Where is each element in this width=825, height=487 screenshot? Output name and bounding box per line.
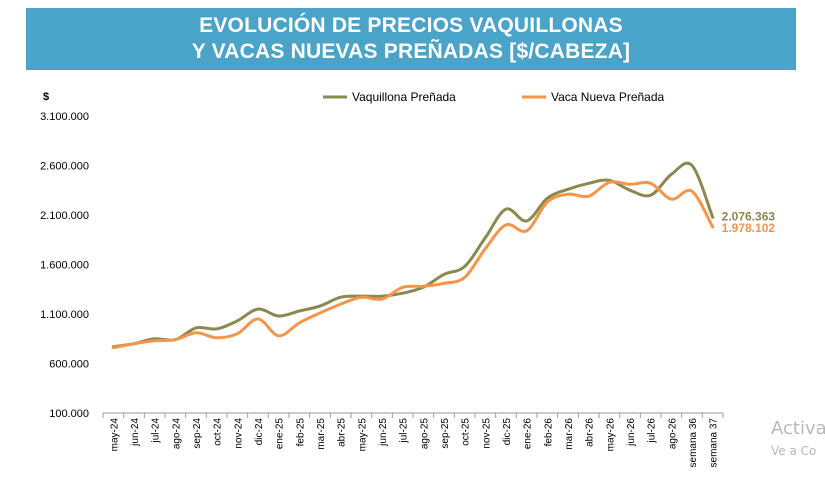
watermark-line-2: Ve a Co	[771, 444, 817, 458]
x-tick-label: oct-24	[213, 418, 224, 446]
y-tick-label: 1.100.000	[40, 309, 89, 321]
y-tick-label: 3.100.000	[40, 111, 89, 123]
x-tick-label: dic-24	[254, 418, 265, 446]
x-tick-label: may-26	[605, 418, 616, 452]
series-line-2	[111, 180, 715, 350]
x-tick-label: jul-26	[647, 418, 658, 444]
y-tick-label: 100.000	[49, 408, 89, 420]
x-tick-label: mar-26	[564, 418, 575, 450]
series-line-1	[111, 161, 715, 349]
x-tick-label: semana 36	[688, 418, 699, 468]
x-tick-label: ene-26	[523, 418, 534, 450]
x-tick-label: ago-24	[171, 418, 182, 450]
x-tick-label: abr-25	[337, 418, 348, 447]
end-value-label-1: 2.076.363	[722, 209, 776, 223]
x-tick-label: jun-25	[378, 418, 389, 447]
x-tick-label: may-24	[109, 418, 120, 452]
x-tick-label: sep-25	[440, 418, 451, 449]
x-tick-label: feb-26	[543, 418, 554, 447]
legend-label-2: Vaca Nueva Preñada	[551, 90, 665, 104]
watermark-line-1: Activa	[771, 418, 825, 439]
x-tick-label: nov-25	[481, 418, 492, 449]
y-axis-label: $	[43, 91, 49, 103]
x-tick-label: jun-26	[626, 418, 637, 447]
x-tick-label: mar-25	[316, 418, 327, 450]
chart-title-line-1: EVOLUCIÓN DE PRECIOS VAQUILLONAS	[199, 14, 623, 37]
x-tick-label: may-25	[357, 418, 368, 452]
end-value-label-2: 1.978.102	[722, 221, 776, 235]
x-tick-label: jul-25	[399, 418, 410, 444]
x-tick-label: oct-25	[461, 418, 472, 446]
y-tick-label: 2.100.000	[40, 210, 89, 222]
y-tick-label: 600.000	[49, 359, 89, 371]
x-tick-label: jul-24	[151, 418, 162, 444]
chart-title-line-2: Y VACAS NUEVAS PREÑADAS [$/CABEZA]	[191, 40, 631, 63]
x-tick-label: ago-25	[419, 418, 430, 450]
x-tick-label: jun-24	[130, 418, 141, 447]
x-tick-label: feb-25	[295, 418, 306, 447]
x-tick-label: semana 37	[709, 418, 720, 468]
y-tick-label: 1.600.000	[40, 260, 89, 272]
x-tick-label: ene-25	[275, 418, 286, 450]
x-tick-label: ago-26	[667, 418, 678, 450]
x-tick-label: sep-24	[192, 418, 203, 449]
x-tick-label: dic-25	[502, 418, 513, 446]
chart-title-banner: EVOLUCIÓN DE PRECIOS VAQUILLONAS Y VACAS…	[26, 8, 796, 70]
y-tick-label: 2.600.000	[40, 161, 89, 173]
x-tick-label: nov-24	[233, 418, 244, 449]
x-tick-label: abr-26	[585, 418, 596, 447]
legend-label-1: Vaquillona Preñada	[352, 90, 456, 104]
